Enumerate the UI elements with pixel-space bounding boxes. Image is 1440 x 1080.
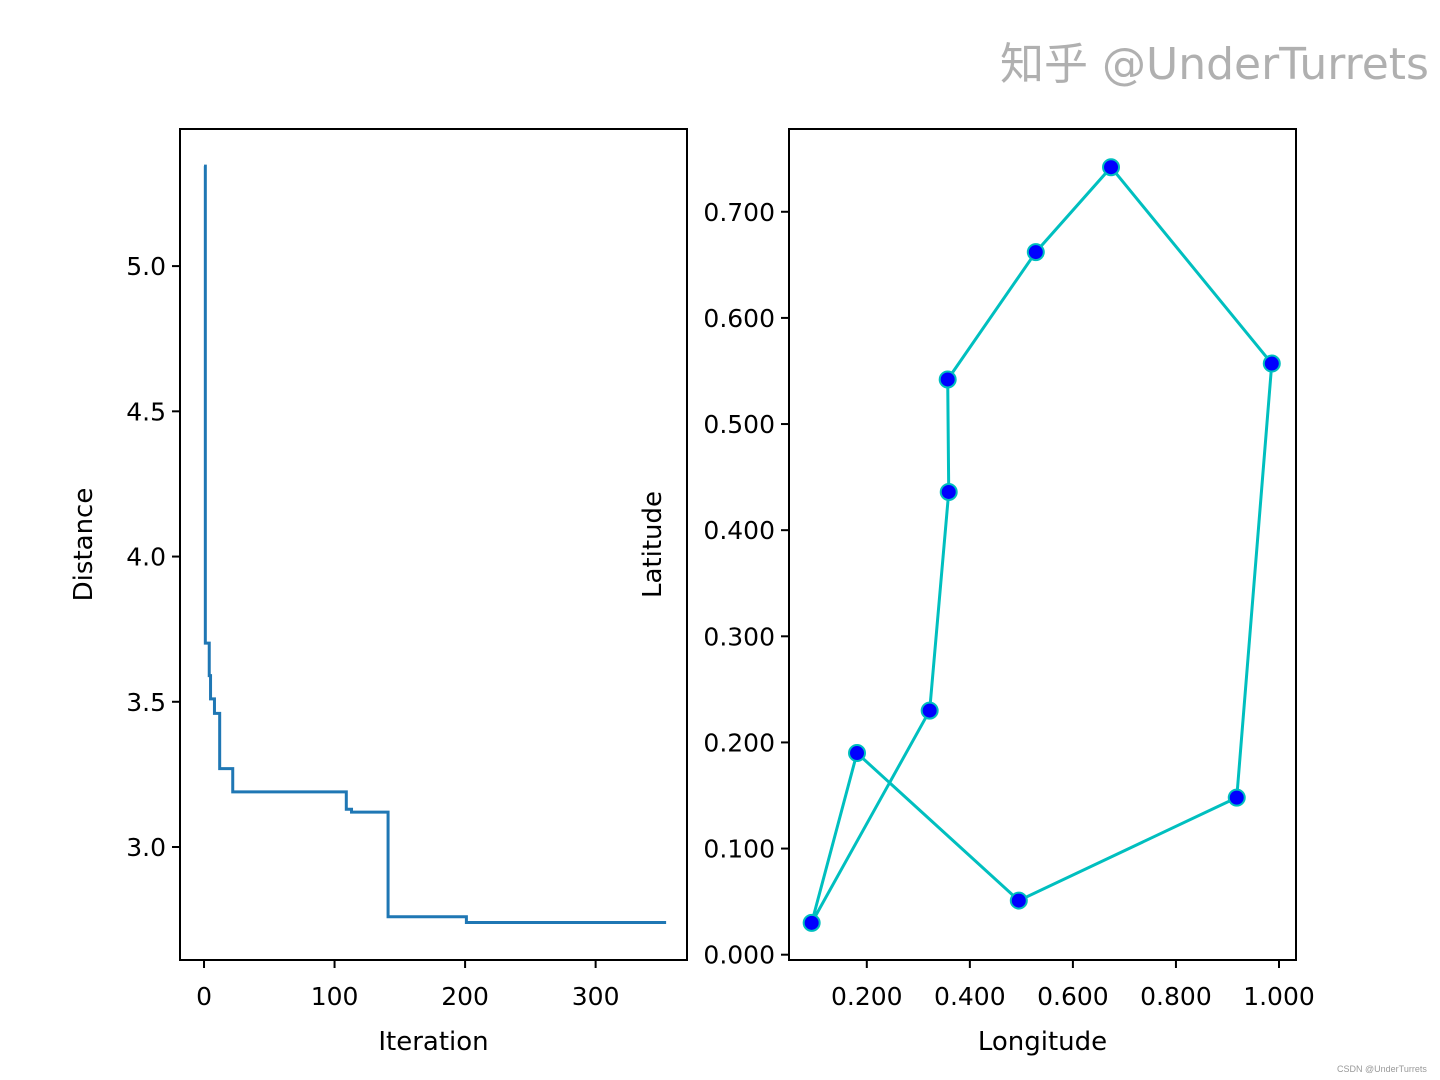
y-tick-label: 0.400 [703,516,775,545]
x-tick-label: 0.400 [934,982,1006,1011]
y-tick-label: 3.5 [126,688,166,717]
city-point [938,370,957,389]
city-point [1227,788,1246,807]
y-tick-label: 3.0 [126,833,166,862]
city-point [802,913,821,932]
city-point [848,744,867,763]
x-tick-label: 0.600 [1037,982,1109,1011]
y-tick-label: 4.5 [126,397,166,426]
y-tick-label: 0.300 [703,622,775,651]
axes-frame-2 [788,128,1297,961]
city-point [1026,243,1045,262]
x-tick-label: 0.200 [831,982,903,1011]
x-tick-label: 200 [441,982,489,1011]
y-tick-label: 0.000 [703,941,775,970]
y-tick-label: 0.600 [703,304,775,333]
y-tick-label: 5.0 [126,252,166,281]
watermark: 知乎 @UnderTurrets [1000,39,1429,90]
axes-frame-1 [179,128,688,961]
y-tick-label: 0.700 [703,198,775,227]
x-axis-label: Iteration [378,1027,488,1057]
y-axis-label: Latitude [638,491,668,598]
city-point [1102,158,1121,177]
city-point [1262,354,1281,373]
y-tick-label: 4.0 [126,543,166,572]
x-tick-label: 0.800 [1140,982,1212,1011]
city-point [939,482,958,501]
x-tick-label: 1.000 [1243,982,1315,1011]
x-tick-label: 300 [572,982,620,1011]
x-tick-label: 100 [311,982,359,1011]
y-tick-label: 0.500 [703,410,775,439]
y-tick-label: 0.100 [703,835,775,864]
x-axis-label: Longitude [978,1027,1107,1057]
x-tick-label: 0 [196,982,212,1011]
distance-series-line [203,164,667,925]
source-tag: CSDN @UnderTurrets [1337,1064,1427,1074]
city-point [1009,891,1028,910]
y-tick-label: 0.200 [703,728,775,757]
route-line [810,164,1274,924]
y-axis-label: Distance [69,488,99,602]
city-point [920,701,939,720]
